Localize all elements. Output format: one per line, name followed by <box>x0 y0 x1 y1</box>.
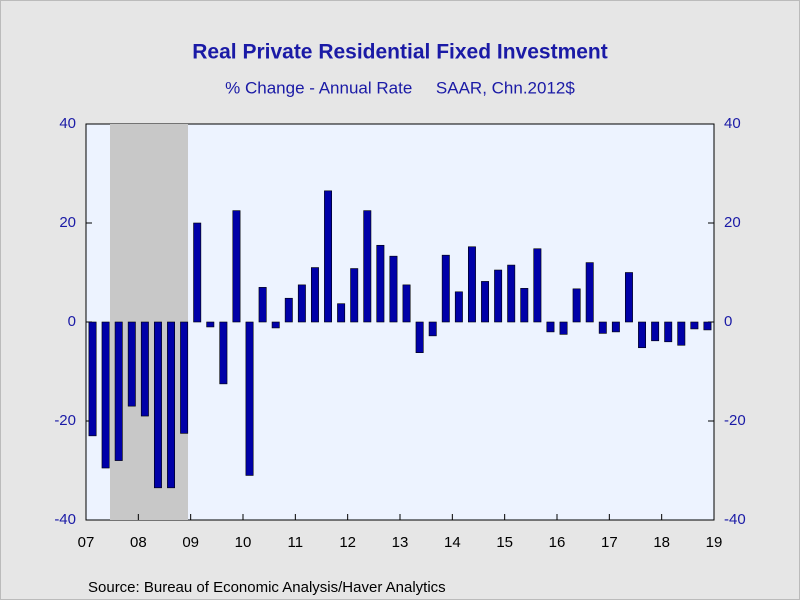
chart-subtitle: % Change - Annual Rate SAAR, Chn.2012$ <box>225 78 575 97</box>
x-tick-label: 10 <box>235 534 252 551</box>
y-tick-label: -40 <box>54 511 76 528</box>
bar <box>245 321 254 476</box>
bar <box>258 287 267 323</box>
x-tick-label: 16 <box>549 534 566 551</box>
bar <box>677 321 686 346</box>
x-tick-label: 12 <box>339 534 356 551</box>
bar <box>127 321 136 407</box>
x-tick-label: 11 <box>288 534 304 551</box>
bar <box>232 210 241 323</box>
bar <box>651 321 660 342</box>
bar <box>337 303 346 323</box>
bar <box>114 321 123 461</box>
bar <box>88 321 97 437</box>
bar <box>638 321 647 349</box>
bar <box>310 267 319 323</box>
bar <box>219 321 228 385</box>
bar <box>153 321 162 489</box>
bar <box>428 321 437 337</box>
bar <box>546 321 555 333</box>
bar <box>454 291 463 323</box>
x-tick-label: 14 <box>444 534 461 551</box>
bar <box>193 222 202 323</box>
bar <box>350 268 359 323</box>
plot-area <box>85 123 715 521</box>
bar <box>297 284 306 323</box>
y2-tick-label: 20 <box>724 214 741 231</box>
bar <box>585 262 594 323</box>
bar <box>507 264 516 323</box>
bar <box>415 321 424 353</box>
bar <box>402 284 411 323</box>
y-tick-label: 20 <box>59 214 76 231</box>
bar <box>611 321 620 333</box>
y-tick-label: 40 <box>59 115 76 132</box>
bar <box>664 321 673 343</box>
bar <box>598 321 607 334</box>
x-tick-label: 13 <box>392 534 409 551</box>
y2-tick-label: 0 <box>724 313 732 330</box>
bar <box>101 321 110 469</box>
bar <box>363 210 372 323</box>
y-tick-label: -20 <box>54 412 76 429</box>
bar <box>206 321 215 328</box>
x-tick-label: 15 <box>496 534 513 551</box>
bar <box>494 269 503 323</box>
chart-title: Real Private Residential Fixed Investmen… <box>192 41 608 64</box>
y-tick-label: 0 <box>68 313 76 330</box>
bar <box>389 255 398 323</box>
x-tick-label: 07 <box>78 534 95 551</box>
bar <box>284 297 293 323</box>
x-tick-label: 18 <box>653 534 670 551</box>
bar <box>624 272 633 323</box>
bar <box>520 288 529 323</box>
source: Source: Bureau of Economic Analysis/Have… <box>88 579 446 596</box>
bar <box>167 321 176 489</box>
bar <box>703 321 712 331</box>
bar <box>690 321 699 330</box>
bar <box>441 254 450 323</box>
bar <box>559 321 568 335</box>
x-tick-label: 17 <box>601 534 618 551</box>
y2-tick-label: 40 <box>724 115 741 132</box>
bar <box>324 190 333 323</box>
bar <box>140 321 149 417</box>
bar <box>533 248 542 323</box>
x-tick-label: 08 <box>130 534 147 551</box>
y2-tick-label: -40 <box>724 511 746 528</box>
y2-tick-label: -20 <box>724 412 746 429</box>
bar <box>271 321 280 329</box>
bar <box>481 281 490 323</box>
bar <box>467 246 476 323</box>
x-tick-label: 19 <box>706 534 723 551</box>
bar <box>180 321 189 434</box>
bar <box>572 288 581 323</box>
bar <box>376 244 385 323</box>
x-tick-label: 09 <box>182 534 199 551</box>
